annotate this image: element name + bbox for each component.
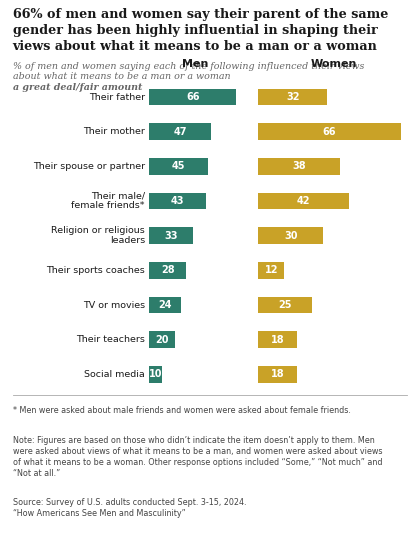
Text: Their father: Their father bbox=[89, 93, 145, 102]
Text: % of men and women saying each of the following influenced their views
about wha: % of men and women saying each of the fo… bbox=[13, 62, 364, 81]
FancyBboxPatch shape bbox=[258, 158, 340, 175]
Text: 18: 18 bbox=[271, 370, 285, 379]
Text: Their sports coaches: Their sports coaches bbox=[46, 266, 145, 275]
FancyBboxPatch shape bbox=[258, 366, 297, 383]
Text: Their teachers: Their teachers bbox=[76, 335, 145, 344]
Text: 33: 33 bbox=[164, 231, 178, 241]
FancyBboxPatch shape bbox=[149, 331, 176, 348]
Text: 28: 28 bbox=[161, 265, 174, 275]
Text: * Men were asked about male friends and women were asked about female friends.: * Men were asked about male friends and … bbox=[13, 406, 350, 415]
FancyBboxPatch shape bbox=[258, 331, 297, 348]
FancyBboxPatch shape bbox=[149, 297, 181, 314]
Text: 66: 66 bbox=[186, 92, 200, 102]
Text: 12: 12 bbox=[265, 265, 278, 275]
FancyBboxPatch shape bbox=[258, 297, 312, 314]
FancyBboxPatch shape bbox=[149, 262, 186, 279]
Text: 43: 43 bbox=[171, 196, 184, 206]
Text: 45: 45 bbox=[172, 161, 186, 172]
Text: 42: 42 bbox=[297, 196, 310, 206]
FancyBboxPatch shape bbox=[258, 262, 284, 279]
FancyBboxPatch shape bbox=[258, 123, 401, 140]
Text: 47: 47 bbox=[173, 127, 187, 137]
Text: 20: 20 bbox=[155, 335, 169, 345]
Text: 66: 66 bbox=[323, 127, 336, 137]
Text: 25: 25 bbox=[278, 300, 292, 310]
Text: Women: Women bbox=[311, 59, 357, 69]
Text: Their mother: Their mother bbox=[83, 128, 145, 136]
Text: Source: Survey of U.S. adults conducted Sept. 3-15, 2024.
“How Americans See Men: Source: Survey of U.S. adults conducted … bbox=[13, 498, 246, 518]
FancyBboxPatch shape bbox=[149, 366, 162, 383]
Text: Social media: Social media bbox=[84, 370, 145, 379]
FancyBboxPatch shape bbox=[149, 123, 211, 140]
Text: Religion or religious
leaders: Religion or religious leaders bbox=[51, 226, 145, 245]
FancyBboxPatch shape bbox=[149, 158, 208, 175]
FancyBboxPatch shape bbox=[149, 228, 193, 244]
Text: a great deal/fair amount: a great deal/fair amount bbox=[13, 83, 142, 93]
Text: 32: 32 bbox=[286, 92, 299, 102]
FancyBboxPatch shape bbox=[258, 228, 323, 244]
Text: 30: 30 bbox=[284, 231, 297, 241]
Text: 66% of men and women say their parent of the same
gender has been highly influen: 66% of men and women say their parent of… bbox=[13, 8, 388, 53]
FancyBboxPatch shape bbox=[149, 89, 236, 105]
Text: 24: 24 bbox=[158, 300, 172, 310]
FancyBboxPatch shape bbox=[149, 193, 206, 209]
Text: Men: Men bbox=[182, 59, 208, 69]
FancyBboxPatch shape bbox=[258, 193, 349, 209]
Text: Their spouse or partner: Their spouse or partner bbox=[33, 162, 145, 171]
Text: TV or movies: TV or movies bbox=[83, 301, 145, 309]
Text: 38: 38 bbox=[292, 161, 306, 172]
Text: 18: 18 bbox=[271, 335, 285, 345]
Text: Their male/
female friends*: Their male/ female friends* bbox=[71, 192, 145, 210]
Text: 10: 10 bbox=[149, 370, 163, 379]
FancyBboxPatch shape bbox=[258, 89, 328, 105]
Text: Note: Figures are based on those who didn’t indicate the item doesn’t apply to t: Note: Figures are based on those who did… bbox=[13, 436, 382, 478]
